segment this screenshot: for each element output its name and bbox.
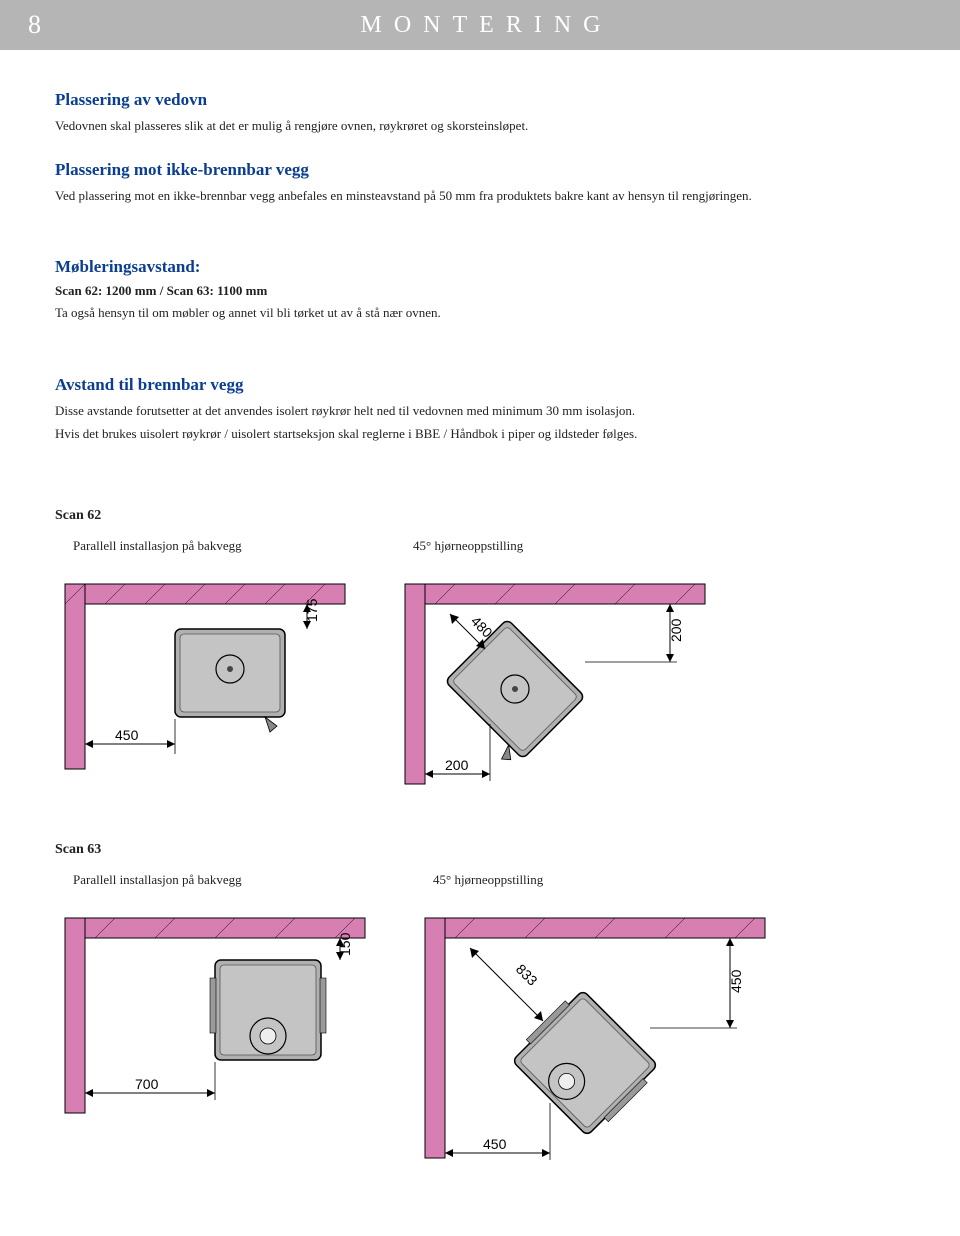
diagram-corner-62: 480 200 200: [395, 574, 715, 794]
section-title-4: Avstand til brennbar vegg: [55, 375, 905, 395]
dim-150: 150: [337, 932, 353, 956]
section-body-2: Ved plassering mot en ikke-brennbar vegg…: [55, 186, 905, 206]
dim-450: 450: [115, 727, 139, 743]
page-content: Plassering av vedovn Vedovnen skal plass…: [0, 50, 960, 1208]
install-row-62: Parallell installasjon på bakvegg: [55, 538, 905, 794]
parallel-caption-62: Parallell installasjon på bakvegg: [55, 538, 355, 554]
section-title-2: Plassering mot ikke-brennbar vegg: [55, 160, 905, 180]
diagram-parallel-62: 175 450: [55, 574, 355, 774]
dim-450b: 450: [483, 1136, 507, 1152]
header-bar: 8 MONTERING: [0, 0, 960, 50]
model-label-62: Scan 62: [55, 508, 905, 524]
section-body-1: Vedovnen skal plasseres slik at det er m…: [55, 116, 905, 136]
diagram-corner-63: 833 450 450: [415, 908, 775, 1168]
dim-200b: 200: [445, 757, 469, 773]
corner-caption-63: 45° hjørneoppstilling: [415, 872, 775, 888]
parallel-caption-63: Parallell installasjon på bakvegg: [55, 872, 375, 888]
section-title-1: Plassering av vedovn: [55, 90, 905, 110]
section-title-3: Møbleringsavstand:: [55, 257, 905, 277]
dim-450r: 450: [728, 969, 744, 993]
page-title: MONTERING: [41, 12, 932, 39]
section-body-4a: Disse avstande forutsetter at det anvend…: [55, 401, 905, 421]
dim-175: 175: [304, 598, 320, 622]
model-label-63: Scan 63: [55, 842, 905, 858]
dim-200r: 200: [668, 618, 684, 642]
section-body-3: Ta også hensyn til om møbler og annet vi…: [55, 303, 905, 323]
section-bold-3: Scan 62: 1200 mm / Scan 63: 1100 mm: [55, 283, 905, 299]
page-number: 8: [28, 10, 41, 40]
install-row-63: Parallell installasjon på bakvegg: [55, 872, 905, 1168]
dim-833: 833: [513, 960, 541, 988]
diagram-parallel-63: 150 700: [55, 908, 375, 1118]
dim-700: 700: [135, 1076, 159, 1092]
corner-caption-62: 45° hjørneoppstilling: [395, 538, 715, 554]
section-body-4b: Hvis det brukes uisolert røykrør / uisol…: [55, 424, 905, 444]
